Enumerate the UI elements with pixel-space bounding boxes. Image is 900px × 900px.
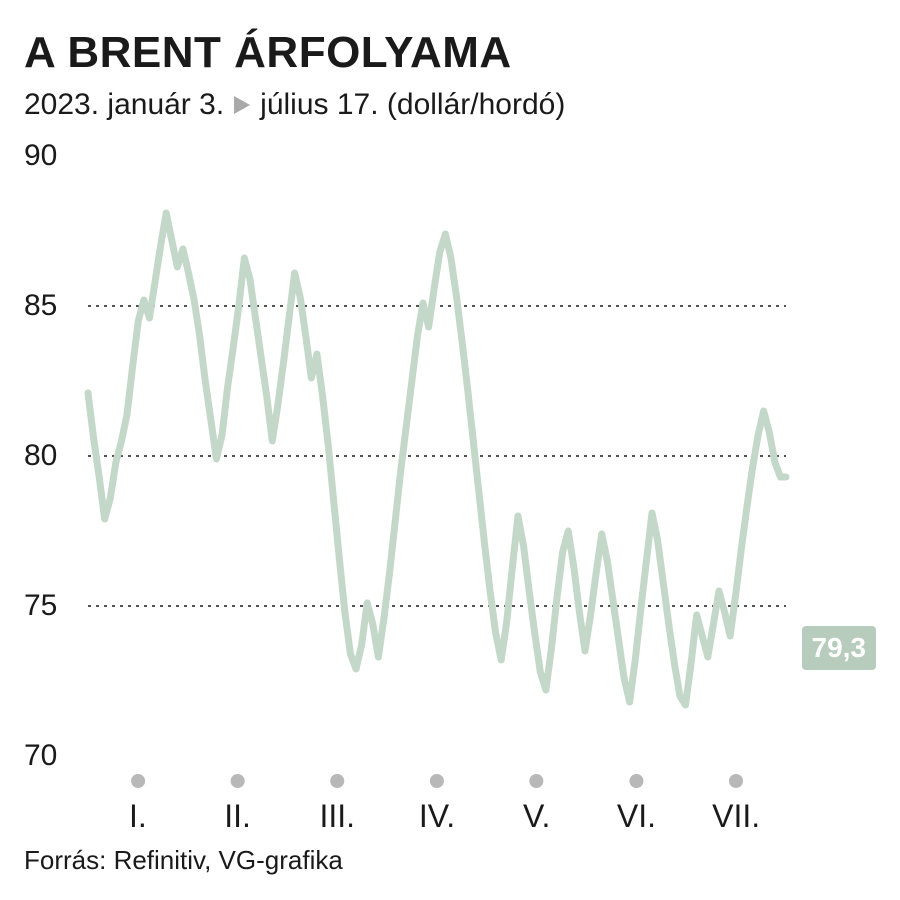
y-tick-label: 90 <box>24 139 57 173</box>
subtitle-end: július 17. (dollár/hordó) <box>260 88 565 122</box>
x-tick-dot <box>729 774 743 788</box>
x-tick: VII. <box>712 774 760 835</box>
x-tick-label: VI. <box>617 798 656 834</box>
y-tick-label: 75 <box>24 589 57 623</box>
y-tick-label: 85 <box>24 289 57 323</box>
x-tick-dot <box>330 774 344 788</box>
x-tick-label: II. <box>224 798 251 834</box>
y-axis-labels: 9085807570 <box>24 156 84 756</box>
x-tick-label: V. <box>523 798 550 834</box>
y-tick-label: 80 <box>24 439 57 473</box>
subtitle-start: 2023. január 3. <box>24 88 224 122</box>
line-chart <box>88 156 786 756</box>
x-tick-dot <box>231 774 245 788</box>
x-tick: IV. <box>419 774 455 835</box>
x-tick: I. <box>129 774 147 835</box>
x-tick-label: VII. <box>712 798 760 834</box>
last-value-badge: 79,3 <box>802 626 877 670</box>
x-tick-dot <box>530 774 544 788</box>
x-tick: V. <box>523 774 550 835</box>
x-tick: II. <box>224 774 251 835</box>
triangle-icon <box>234 88 250 122</box>
chart-plot-area: 9085807570 79,3 <box>24 156 876 756</box>
chart-subtitle: 2023. január 3. július 17. (dollár/hordó… <box>24 88 876 122</box>
chart-title: A BRENT ÁRFOLYAMA <box>24 28 876 78</box>
x-tick-label: IV. <box>419 798 455 834</box>
y-tick-label: 70 <box>24 739 57 773</box>
chart-source: Forrás: Refinitiv, VG-grafika <box>24 845 343 876</box>
x-tick-label: I. <box>129 798 147 834</box>
x-axis-labels: I. II. III. IV. V. VI. VII. <box>88 774 786 844</box>
x-tick-dot <box>131 774 145 788</box>
x-tick: III. <box>320 774 356 835</box>
x-tick-label: III. <box>320 798 356 834</box>
x-tick-dot <box>430 774 444 788</box>
x-tick: VI. <box>617 774 656 835</box>
x-tick-dot <box>629 774 643 788</box>
